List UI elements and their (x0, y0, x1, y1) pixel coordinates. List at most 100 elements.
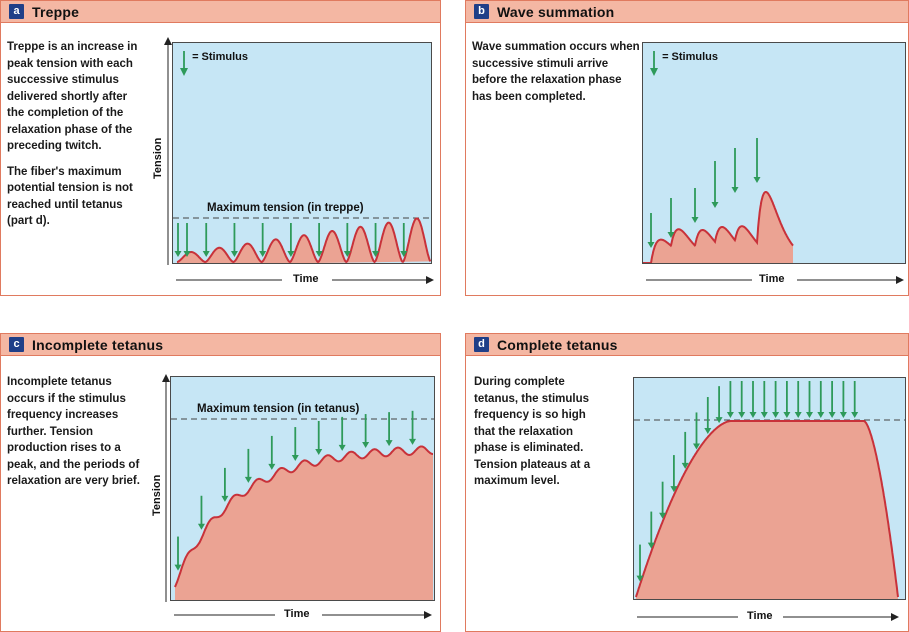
stimulus-arrowhead (409, 438, 417, 445)
plot-area (170, 376, 435, 601)
stimulus-arrowhead (315, 449, 323, 456)
y-axis-arrow (162, 374, 170, 602)
panel-title: Treppe (32, 3, 80, 20)
tension-curve (643, 191, 794, 263)
stimulus-arrowhead (647, 242, 655, 248)
stimulus-arrowhead (817, 412, 825, 418)
stimulus-arrowhead (244, 476, 252, 483)
plot-area (642, 42, 906, 264)
max-tension-label: Maximum tension (in tetanus) (197, 403, 360, 415)
tension-curve (174, 445, 433, 588)
description-paragraph: During complete tetanus, the stimulus fr… (474, 376, 591, 487)
stimulus-arrowhead (338, 444, 346, 451)
stimulus-arrowhead (851, 412, 859, 418)
stimulus-legend-label: = Stimulus (662, 51, 718, 63)
stimulus-arrow-icon (180, 51, 188, 76)
stimulus-arrowhead (693, 443, 700, 450)
incomplete-tetanus-chart (171, 410, 434, 600)
stimulus-arrowhead (183, 251, 191, 257)
stimulus-arrowhead (259, 251, 267, 257)
stimulus-arrowhead (704, 428, 712, 435)
panel-letter-badge: a (9, 4, 24, 19)
panel-letter-badge: b (474, 4, 489, 19)
time-axis-arrow (637, 613, 899, 621)
stimulus-arrowhead (670, 486, 678, 493)
stimulus-arrowhead (636, 575, 644, 582)
wave-summation-chart (643, 138, 794, 263)
stimulus-legend: = Stimulus (179, 51, 248, 77)
stimulus-arrowhead (174, 251, 182, 257)
stimulus-legend-label: = Stimulus (192, 51, 248, 63)
stimulus-legend: = Stimulus (649, 51, 718, 77)
stimulus-arrowhead (783, 412, 791, 418)
description-paragraph: Wave summation occurs when successive st… (472, 41, 640, 103)
panel-description: Incomplete tetanus occurs if the stimulu… (7, 374, 147, 499)
tension-area (177, 218, 431, 263)
panel-treppe: a Treppe Treppe is an increase in peak t… (0, 0, 441, 296)
stimulus-arrowhead (221, 495, 229, 502)
description-paragraph: The fiber's maximum potential tension is… (7, 165, 133, 228)
x-axis-label: Time (747, 610, 773, 622)
treppe-chart (173, 217, 431, 263)
stimulus-arrowhead (315, 251, 323, 257)
stimulus-arrowhead (385, 440, 393, 447)
stimulus-arrowhead (760, 412, 768, 418)
max-tension-label: Maximum tension (in treppe) (207, 202, 364, 214)
stimulus-arrowhead (372, 251, 380, 257)
stimulus-arrowhead (681, 462, 689, 469)
stimulus-arrowhead (749, 412, 757, 418)
stimulus-arrowhead (400, 251, 408, 257)
stimulus-arrowhead (772, 412, 780, 418)
stimulus-arrowhead (806, 412, 813, 418)
panel-header: c Incomplete tetanus (1, 334, 440, 356)
stimulus-arrowhead (287, 251, 295, 257)
stimulus-arrowhead (230, 251, 238, 257)
stimulus-arrowhead (362, 442, 370, 449)
tension-area (636, 421, 898, 599)
panel-header: b Wave summation (466, 1, 908, 23)
x-axis-label: Time (759, 273, 785, 285)
complete-tetanus-chart (634, 381, 905, 599)
stimulus-arrowhead (647, 542, 655, 549)
panel-header: a Treppe (1, 1, 440, 23)
panel-title: Wave summation (497, 3, 615, 20)
tension-curve (635, 420, 899, 598)
panel-header: d Complete tetanus (466, 334, 908, 356)
stimulus-arrowhead (268, 463, 276, 470)
stimulus-arrowhead (197, 523, 205, 530)
y-axis-arrow (164, 37, 172, 265)
time-axis-arrow (174, 611, 432, 619)
stimulus-arrowhead (794, 412, 802, 418)
description-paragraph: Treppe is an increase in peak tension wi… (7, 41, 138, 152)
tension-area (175, 446, 433, 600)
stimulus-arrowhead (738, 412, 746, 418)
panel-description: During complete tetanus, the stimulus fr… (474, 374, 609, 499)
stimulus-arrowhead (174, 564, 182, 571)
x-axis-label: Time (284, 608, 310, 620)
stimulus-arrowhead (202, 251, 210, 257)
panel-letter-badge: c (9, 337, 24, 352)
stimulus-arrowhead (753, 177, 761, 183)
description-paragraph: Incomplete tetanus occurs if the stimulu… (7, 376, 140, 487)
panel-title: Incomplete tetanus (32, 336, 164, 353)
time-axis-arrow (176, 276, 434, 284)
stimulus-arrowhead (659, 512, 667, 519)
x-axis-label: Time (293, 273, 319, 285)
panel-incomplete-tetanus: c Incomplete tetanus Incomplete tetanus … (0, 333, 441, 632)
panel-complete-tetanus: d Complete tetanus During complete tetan… (465, 333, 909, 632)
panel-wave-summation: b Wave summation Wave summation occurs w… (465, 0, 909, 296)
panel-description: Wave summation occurs when successive st… (472, 39, 640, 114)
stimulus-arrowhead (667, 232, 675, 238)
time-axis-arrow (646, 276, 904, 284)
stimulus-arrowhead (828, 412, 836, 418)
stimulus-arrowhead (291, 455, 299, 462)
stimulus-arrowhead (711, 202, 719, 208)
stimulus-arrowhead (726, 412, 734, 419)
stimulus-arrowhead (731, 187, 739, 193)
stimulus-arrowhead (715, 417, 723, 424)
panel-description: Treppe is an increase in peak tension wi… (7, 39, 147, 239)
stimulus-arrowhead (343, 251, 351, 257)
panel-title: Complete tetanus (497, 336, 618, 353)
plot-area (172, 42, 432, 264)
stimulus-arrow-icon (650, 51, 658, 76)
